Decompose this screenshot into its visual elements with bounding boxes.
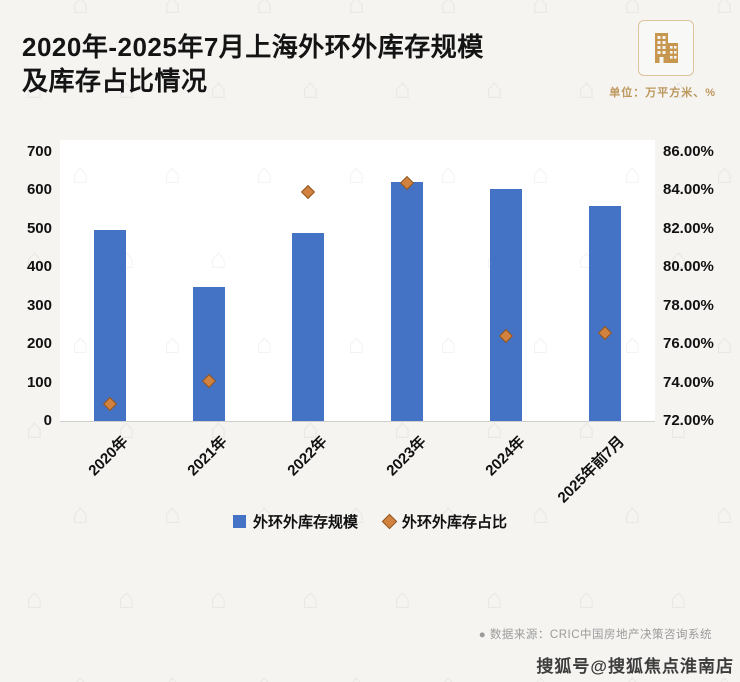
left-axis-tick: 700	[26, 143, 52, 160]
bar	[291, 233, 324, 421]
right-axis-tick: 76.00%	[663, 335, 714, 353]
left-axis-tick: 0	[43, 412, 52, 429]
sohu-watermark: 搜狐号@搜狐焦点淮南店	[536, 657, 734, 676]
right-axis-tick: 78.00%	[663, 296, 714, 314]
bar	[589, 205, 622, 421]
plot-area	[60, 140, 655, 422]
x-axis-label: 2021年	[184, 433, 231, 480]
legend-label: 外环外库存占比	[402, 514, 508, 531]
legend: 外环外库存规模 外环外库存占比	[0, 511, 740, 532]
scatter-point	[300, 185, 315, 200]
left-axis-tick: 100	[26, 373, 52, 391]
source-note: ● 数据来源：CRIC中国房地产决策咨询系统	[478, 629, 712, 641]
right-axis-tick: 86.00%	[663, 143, 714, 160]
square-marker-icon	[232, 515, 246, 528]
legend-item: 外环外库存占比	[381, 511, 508, 532]
x-axis-label: 2025年前7月	[554, 433, 628, 507]
x-axis-label: 2020年	[85, 433, 132, 480]
bar	[490, 188, 523, 421]
right-axis-tick: 74.00%	[663, 373, 714, 391]
left-axis-tick: 500	[26, 219, 52, 237]
left-axis-tick: 600	[26, 181, 52, 199]
x-axis-label: 2024年	[482, 433, 529, 480]
diamond-marker-icon	[381, 513, 398, 530]
bar	[93, 229, 126, 421]
legend-item: 外环外库存规模	[232, 511, 358, 532]
right-axis-tick: 82.00%	[663, 219, 714, 237]
building-icon	[638, 20, 694, 76]
right-axis-tick: 80.00%	[663, 258, 714, 276]
left-axis-tick: 400	[26, 258, 52, 276]
page-title: 2020年-2025年7月上海外环外库存规模 及库存占比情况	[22, 31, 622, 99]
bar	[192, 286, 225, 421]
unit-note: 单位：万平方米、%	[609, 87, 716, 99]
building-glyph	[655, 33, 678, 63]
page-title-line1: 2020年-2025年7月上海外环外库存规模	[22, 32, 484, 63]
right-axis-tick: 72.00%	[663, 412, 714, 429]
legend-label: 外环外库存规模	[252, 514, 358, 531]
left-axis-tick: 300	[26, 296, 52, 314]
bar	[391, 181, 424, 421]
x-axis-label: 2023年	[383, 433, 430, 480]
x-axis-label: 2022年	[283, 433, 331, 480]
left-axis-tick: 200	[26, 335, 52, 353]
page-title-line2: 及库存占比情况	[22, 66, 208, 97]
right-axis-tick: 84.00%	[663, 181, 714, 199]
